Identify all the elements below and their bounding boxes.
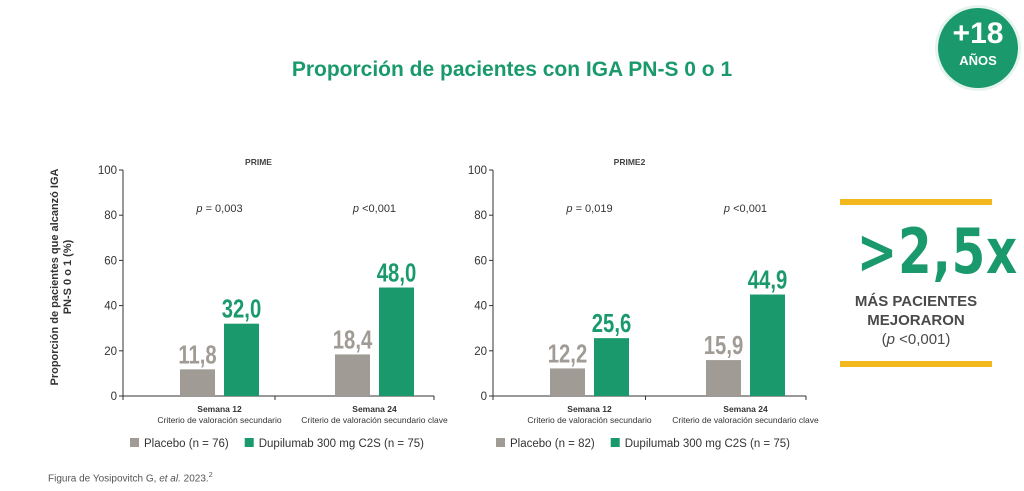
y-tick-label: 100 [98,165,117,177]
callout-value: >2,5x [856,215,1019,288]
p-value-label: p <0,001 [723,203,767,215]
placebo-bar [706,360,741,396]
y-tick-label: 20 [474,346,487,358]
y-tick-label: 100 [468,165,487,177]
callout-line-1: MÁS PACIENTES [854,293,978,310]
p-value-label: p = 0,003 [195,203,242,215]
p-value-label: p = 0,019 [565,203,612,215]
callout-bottom-rule [840,361,992,367]
dupilumab-bar [750,294,785,396]
legend-label-dupilumab: Dupilumab 300 mg C2S (n = 75) [259,438,424,450]
bar-value-label: 48,0 [377,258,416,287]
legend-swatch-placebo [496,438,505,447]
bar-value-label: 15,9 [704,331,743,360]
placebo-bar [180,369,215,396]
dupilumab-bar [224,323,259,396]
legend-label-placebo: Placebo (n = 82) [510,438,595,450]
bar-value-label: 25,6 [592,309,631,338]
panel-title-prime: PRIME [245,157,272,167]
x-category-sublabel: Criterio de valoración secundario clave [672,415,819,425]
dupilumab-bar [379,287,414,396]
x-category-label: Semana 24 [352,404,397,414]
x-category-label: Semana 12 [567,404,612,414]
bar-value-label: 18,4 [333,325,372,354]
y-tick-label: 80 [474,210,487,222]
x-category-label: Semana 12 [197,404,242,414]
legend-label-dupilumab: Dupilumab 300 mg C2S (n = 75) [625,438,790,450]
age-badge-label: AÑOS [959,53,997,68]
y-tick-label: 0 [111,391,117,403]
x-category-label: Semana 24 [723,404,768,414]
age-badge-value: +18 [952,17,1004,50]
y-tick-label: 0 [481,391,487,403]
panel-title-prime2: PRIME2 [614,157,646,167]
placebo-bar [550,368,585,396]
callout-pvalue: (p <0,001) [881,331,951,348]
y-tick-label: 80 [104,210,117,222]
age-badge: +18 AÑOS [938,8,1018,88]
placebo-bar [335,354,370,396]
bar-value-label: 11,8 [178,340,216,369]
callout-box: >2,5x MÁS PACIENTES MEJORARON (p <0,001) [840,199,1019,367]
x-category-sublabel: Criterio de valoración secundario clave [301,415,448,425]
figure-citation: Figura de Yosipovitch G, et al. 2023.2 [48,472,213,485]
x-category-sublabel: Criterio de valoración secundario [527,415,652,425]
legend-label-placebo: Placebo (n = 76) [144,438,229,450]
bar-value-label: 32,0 [222,294,261,323]
chart-main-title: Proporción de pacientes con IGA PN-S 0 o… [291,58,733,81]
legend-swatch-placebo [130,438,139,447]
y-tick-label: 20 [104,346,117,358]
dupilumab-bar [594,338,629,396]
legend-swatch-dupilumab [610,438,620,447]
p-value-label: p <0,001 [352,203,396,215]
callout-line-2: MEJORARON [867,312,965,329]
callout-top-rule [840,199,992,205]
y-tick-label: 60 [104,255,117,267]
y-tick-label: 40 [474,301,487,313]
y-tick-label: 40 [104,301,117,313]
bar-value-label: 44,9 [748,265,787,294]
y-axis-title: Proporción de pacientes que alcanzó IGAP… [49,168,74,385]
bar-value-label: 12,2 [548,339,587,368]
y-tick-label: 60 [474,255,487,267]
legend-swatch-dupilumab [244,438,254,447]
x-category-sublabel: Criterio de valoración secundario [157,415,282,425]
